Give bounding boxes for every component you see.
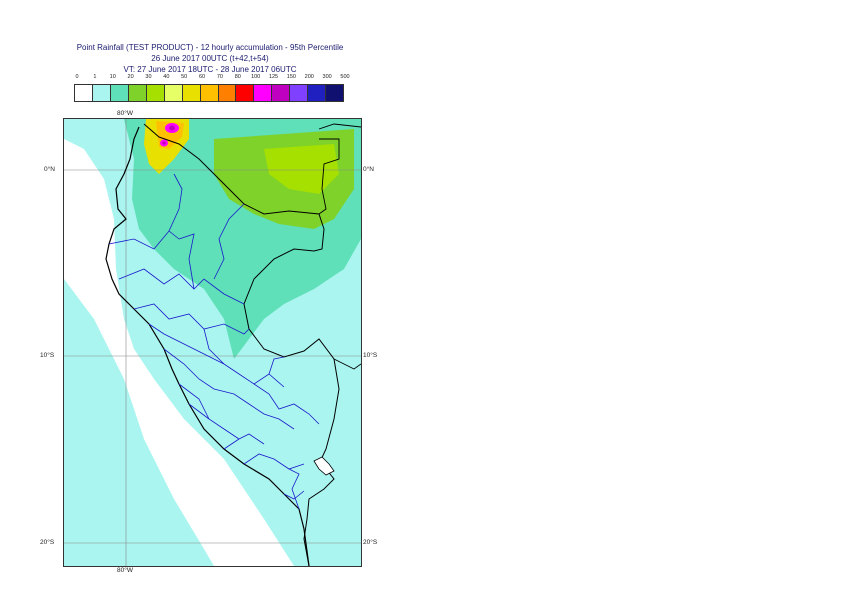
border-north <box>143 123 340 566</box>
legend-swatch <box>290 85 309 101</box>
legend-tick-label: 70 <box>216 74 223 80</box>
legend-tick-label: 0 <box>75 74 79 80</box>
coastline <box>105 126 310 566</box>
map-panel[interactable] <box>63 118 362 567</box>
legend-tick-label: 40 <box>163 74 170 80</box>
lake-titicaca <box>313 456 335 476</box>
legend-swatch <box>308 85 327 101</box>
legend-tick-label: 50 <box>181 74 188 80</box>
legend-tick-label: 125 <box>268 74 279 80</box>
legend-bar <box>74 84 344 102</box>
admin-boundaries <box>108 173 320 510</box>
border-east <box>318 123 361 215</box>
legend-swatch <box>110 85 129 101</box>
lat-label-left-0: 0°N <box>44 166 55 173</box>
legend-tick-label: 200 <box>304 74 314 80</box>
legend-swatch <box>128 85 147 101</box>
lat-label-right-20: 20°S <box>363 539 378 546</box>
legend-swatch <box>146 85 165 101</box>
legend-swatch <box>272 85 291 101</box>
title-line-1: Point Rainfall (TEST PRODUCT) - 12 hourl… <box>76 43 344 52</box>
legend-tick-label: 500 <box>340 74 350 80</box>
title-line-3: VT: 27 June 2017 18UTC - 28 June 2017 06… <box>123 65 297 74</box>
color-legend: 0 1 10 20 30 40 50 60 70 80 100 125 150 200 300 500 <box>74 74 354 102</box>
legend-swatch <box>182 85 201 101</box>
legend-tick-label: 20 <box>127 74 134 80</box>
legend-tick-label: 150 <box>286 74 296 80</box>
map-title: Point Rainfall (TEST PRODUCT) - 12 hourl… <box>40 42 380 75</box>
rainfall-field-offshore <box>64 279 214 566</box>
lat-label-right-10: 10°S <box>363 352 378 359</box>
legend-swatch <box>254 85 273 101</box>
legend-swatch <box>236 85 255 101</box>
legend-swatch <box>326 85 344 101</box>
rainfall-map <box>64 119 361 566</box>
legend-swatch <box>92 85 111 101</box>
lat-label-right-0: 0°N <box>363 166 374 173</box>
legend-swatch <box>164 85 183 101</box>
lat-label-left-10: 10°S <box>40 352 55 359</box>
legend-tick-label: 10 <box>109 74 116 80</box>
legend-tick-label: 60 <box>199 74 206 80</box>
legend-swatch <box>200 85 219 101</box>
legend-swatch <box>218 85 237 101</box>
legend-tick-label: 1 <box>93 74 97 80</box>
legend-labels: 0 1 10 20 30 40 50 60 70 80 100 125 150 200 300 500 <box>74 74 354 83</box>
legend-swatch <box>75 85 93 101</box>
lat-label-left-20: 20°S <box>40 539 55 546</box>
title-line-2: 26 June 2017 00UTC (t+42,t+54) <box>151 54 269 63</box>
legend-tick-label: 300 <box>322 74 332 80</box>
bottom-longitude-label: 80°W <box>117 567 133 574</box>
rainfall-max-1-core <box>169 125 175 131</box>
legend-tick-label: 30 <box>145 74 152 80</box>
legend-tick-label: 80 <box>234 74 241 80</box>
top-longitude-label: 80°W <box>117 110 133 117</box>
legend-tick-label: 100 <box>251 74 261 80</box>
rainfall-max-2-core <box>162 141 166 145</box>
border-east-2 <box>333 358 361 370</box>
rainfall-field-lime <box>264 144 339 194</box>
